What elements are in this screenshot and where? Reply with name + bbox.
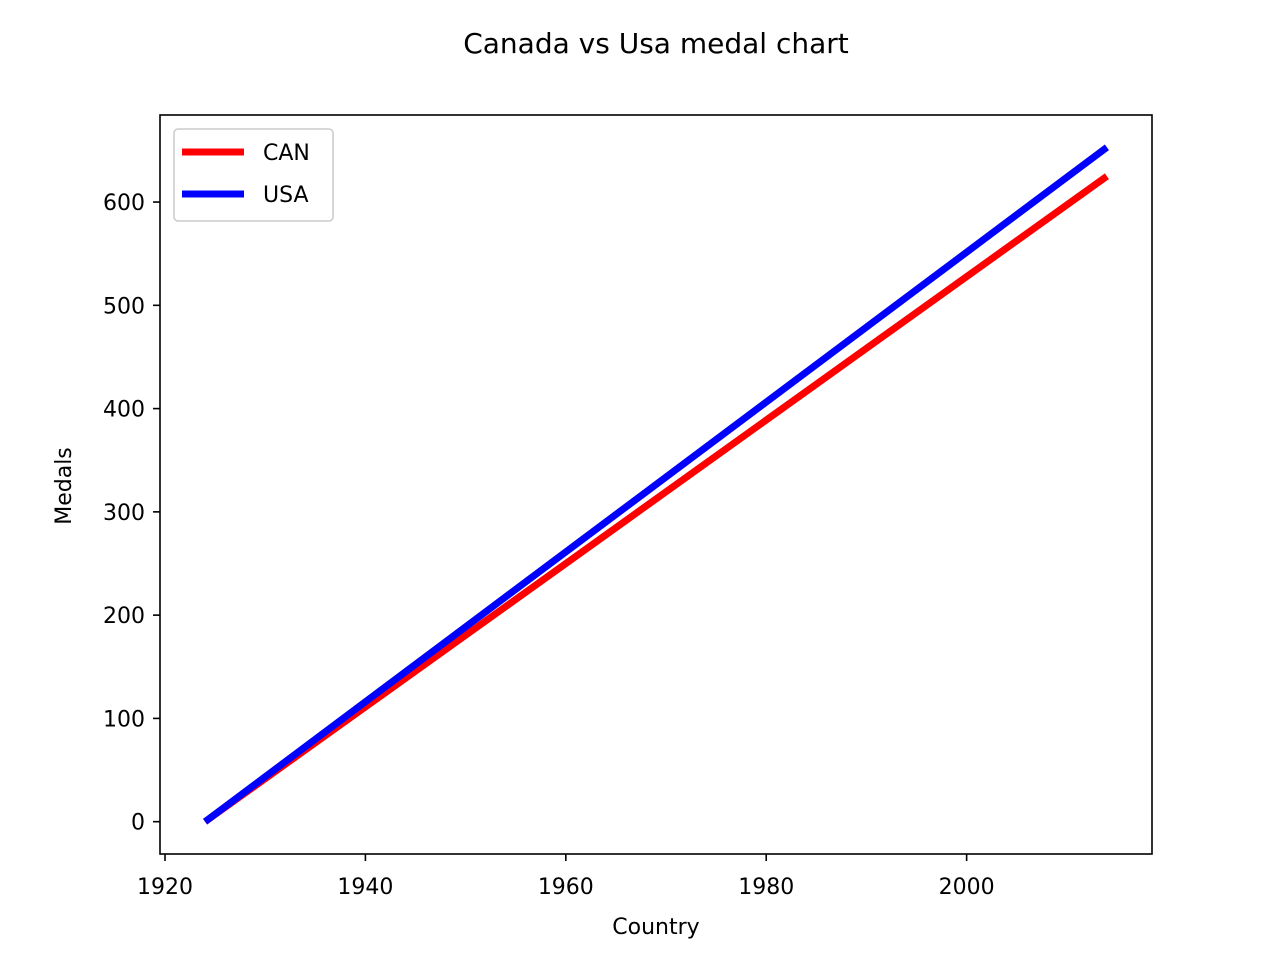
x-axis-ticks: 1920 1940 1960 1980 2000 [137, 854, 995, 900]
series-line-usa [202, 144, 1110, 825]
y-tick-label: 300 [103, 501, 145, 526]
plot-frame [159, 114, 1153, 855]
y-tick-label: 600 [103, 191, 145, 216]
y-tick-label: 0 [131, 811, 145, 836]
series-line-can [203, 173, 1109, 825]
x-tick-label: 1960 [538, 875, 594, 900]
legend-label-can: CAN [263, 141, 310, 166]
x-tick-label: 1940 [337, 875, 393, 900]
chart-title: Canada vs Usa medal chart [463, 27, 849, 60]
y-axis-ticks: 0 100 200 300 400 500 600 [103, 191, 160, 836]
series-layer [202, 144, 1110, 825]
y-tick-label: 500 [103, 294, 145, 319]
y-axis-label: Medals [52, 447, 77, 525]
y-tick-label: 100 [103, 707, 145, 732]
legend: CAN USA [173, 128, 334, 222]
y-tick-label: 400 [103, 398, 145, 423]
x-tick-label: 1980 [738, 875, 794, 900]
y-tick-label: 200 [103, 604, 145, 629]
x-tick-label: 1920 [137, 875, 193, 900]
x-axis-label: Country [612, 915, 699, 940]
x-tick-label: 2000 [939, 875, 995, 900]
legend-label-usa: USA [263, 183, 309, 208]
